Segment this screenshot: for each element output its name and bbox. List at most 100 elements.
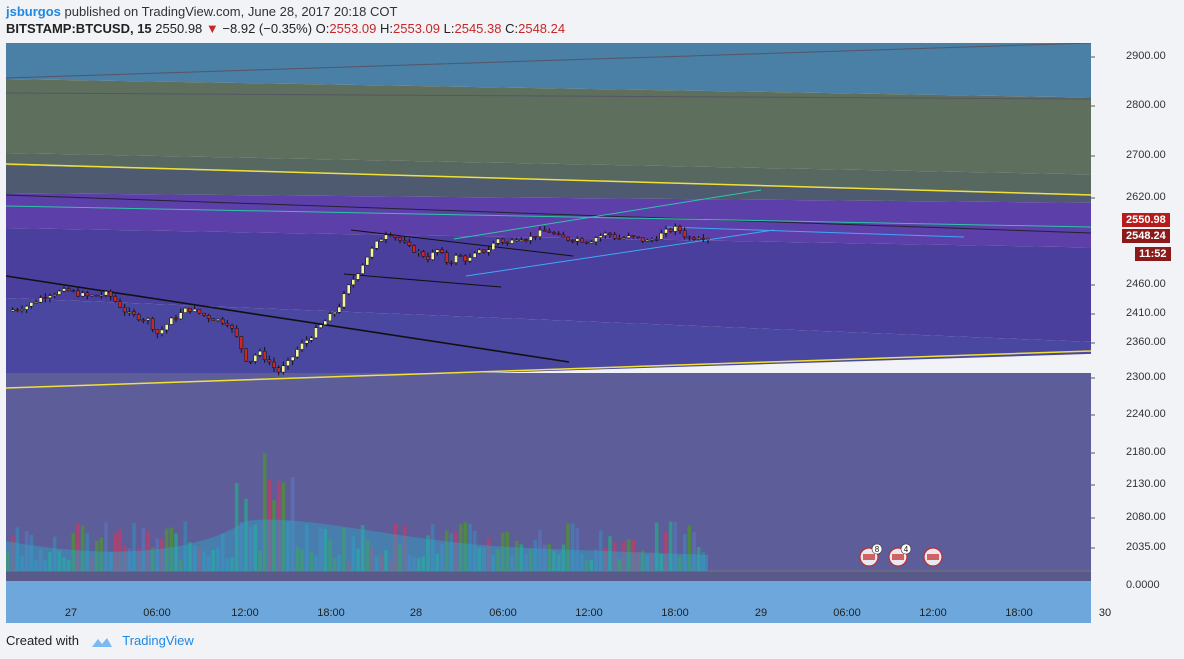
time-tick-label: 27	[64, 607, 78, 619]
volume-bar	[416, 558, 421, 571]
candle-body	[104, 291, 108, 296]
time-tick-label: 12:00	[231, 607, 259, 619]
candle-body	[276, 367, 281, 373]
candle-body	[132, 311, 136, 315]
volume-bar	[668, 521, 673, 571]
volume-bar	[603, 548, 608, 571]
candle-body	[477, 249, 482, 254]
candle-body	[631, 235, 636, 238]
volume-bar	[216, 547, 220, 571]
candle-body	[323, 320, 328, 326]
candle-body	[444, 252, 449, 263]
candle-body	[654, 239, 659, 241]
candle-body	[332, 311, 337, 314]
volume-bar	[640, 550, 645, 571]
price-tick-label: 2080.00	[1126, 511, 1166, 523]
candle-body	[216, 318, 220, 321]
volume-ma-area	[6, 519, 708, 571]
candle-body	[388, 234, 393, 237]
close-price-tag: 2548.24	[1122, 229, 1170, 243]
volume-bar	[244, 498, 248, 571]
volume-bar	[346, 560, 351, 571]
volume-bar	[374, 556, 379, 571]
candle-body	[183, 307, 188, 313]
candle-body	[267, 359, 272, 363]
volume-bar	[496, 549, 500, 571]
candle-body	[598, 235, 603, 238]
tradingview-link[interactable]: TradingView	[122, 633, 194, 648]
price-tick-label: 2240.00	[1126, 408, 1166, 420]
candle-body	[342, 293, 346, 308]
candle-body	[253, 354, 258, 362]
price-tick-label: 2130.00	[1126, 478, 1166, 490]
candle-body	[262, 350, 267, 361]
candle-body	[486, 249, 491, 253]
candle-body	[290, 356, 295, 361]
volume-bar	[188, 542, 192, 571]
candle-body	[48, 295, 52, 299]
candle-body	[538, 229, 542, 237]
candle-body	[113, 296, 118, 302]
fib-zone-olive	[6, 79, 1119, 175]
volume-bar	[304, 524, 309, 571]
rising-channel-bottom	[465, 229, 775, 277]
volume-bar	[687, 525, 692, 571]
volume-bar	[202, 551, 206, 571]
candle-body	[454, 255, 458, 263]
candle-body	[426, 256, 430, 260]
candle-body	[603, 232, 608, 236]
candle-body	[351, 279, 356, 286]
author-name[interactable]: jsburgos	[6, 4, 61, 19]
volume-bar	[430, 524, 435, 571]
volume-bar	[314, 555, 318, 571]
price-tick-label: 2460.00	[1126, 278, 1166, 290]
price-tick-label: 2180.00	[1126, 446, 1166, 458]
candle-body	[248, 360, 253, 363]
candle-body	[608, 232, 612, 235]
candle-body	[108, 291, 113, 297]
volume-bar	[183, 521, 188, 571]
candle-body	[234, 328, 239, 337]
volume-bar	[178, 559, 183, 571]
candle-body	[482, 249, 486, 253]
volume-bar	[589, 560, 594, 571]
candle-body	[640, 237, 645, 242]
candle-body	[211, 318, 216, 321]
indicator-tick-label: 0.0000	[1126, 579, 1160, 591]
candle-body	[244, 348, 248, 362]
candle-body	[514, 239, 519, 242]
candle-body	[706, 238, 710, 240]
candle-body	[192, 308, 197, 312]
candle-body	[458, 255, 463, 257]
candle-body	[94, 294, 99, 297]
volume-bar	[636, 551, 640, 571]
volume-bar	[225, 558, 230, 571]
volume-bar	[510, 555, 514, 571]
volume-bar	[267, 480, 272, 571]
candle-body	[435, 249, 440, 253]
volume-bar	[542, 544, 547, 571]
volume-bar	[360, 524, 365, 571]
candle-body	[664, 228, 668, 234]
candle-body	[286, 360, 290, 367]
volume-bars	[6, 453, 708, 571]
candle-body	[440, 249, 444, 253]
candle-body	[122, 307, 127, 313]
created-with-label: Created with	[6, 633, 79, 648]
volume-bar	[300, 549, 304, 571]
trend-lines	[6, 43, 1119, 572]
badge-count-bg	[900, 543, 912, 555]
volume-bar	[556, 554, 561, 571]
volume-bar	[192, 545, 197, 571]
candle-body	[99, 294, 104, 297]
volume-bar	[598, 530, 603, 571]
volume-bar	[575, 527, 580, 571]
volume-bar	[514, 540, 519, 571]
volume-bar	[99, 537, 104, 571]
price-tick-label: 2700.00	[1126, 149, 1166, 161]
volume-bar	[384, 550, 388, 571]
volume-bar	[365, 540, 370, 571]
time-tick-label: 28	[409, 607, 423, 619]
volume-bar	[454, 531, 458, 571]
